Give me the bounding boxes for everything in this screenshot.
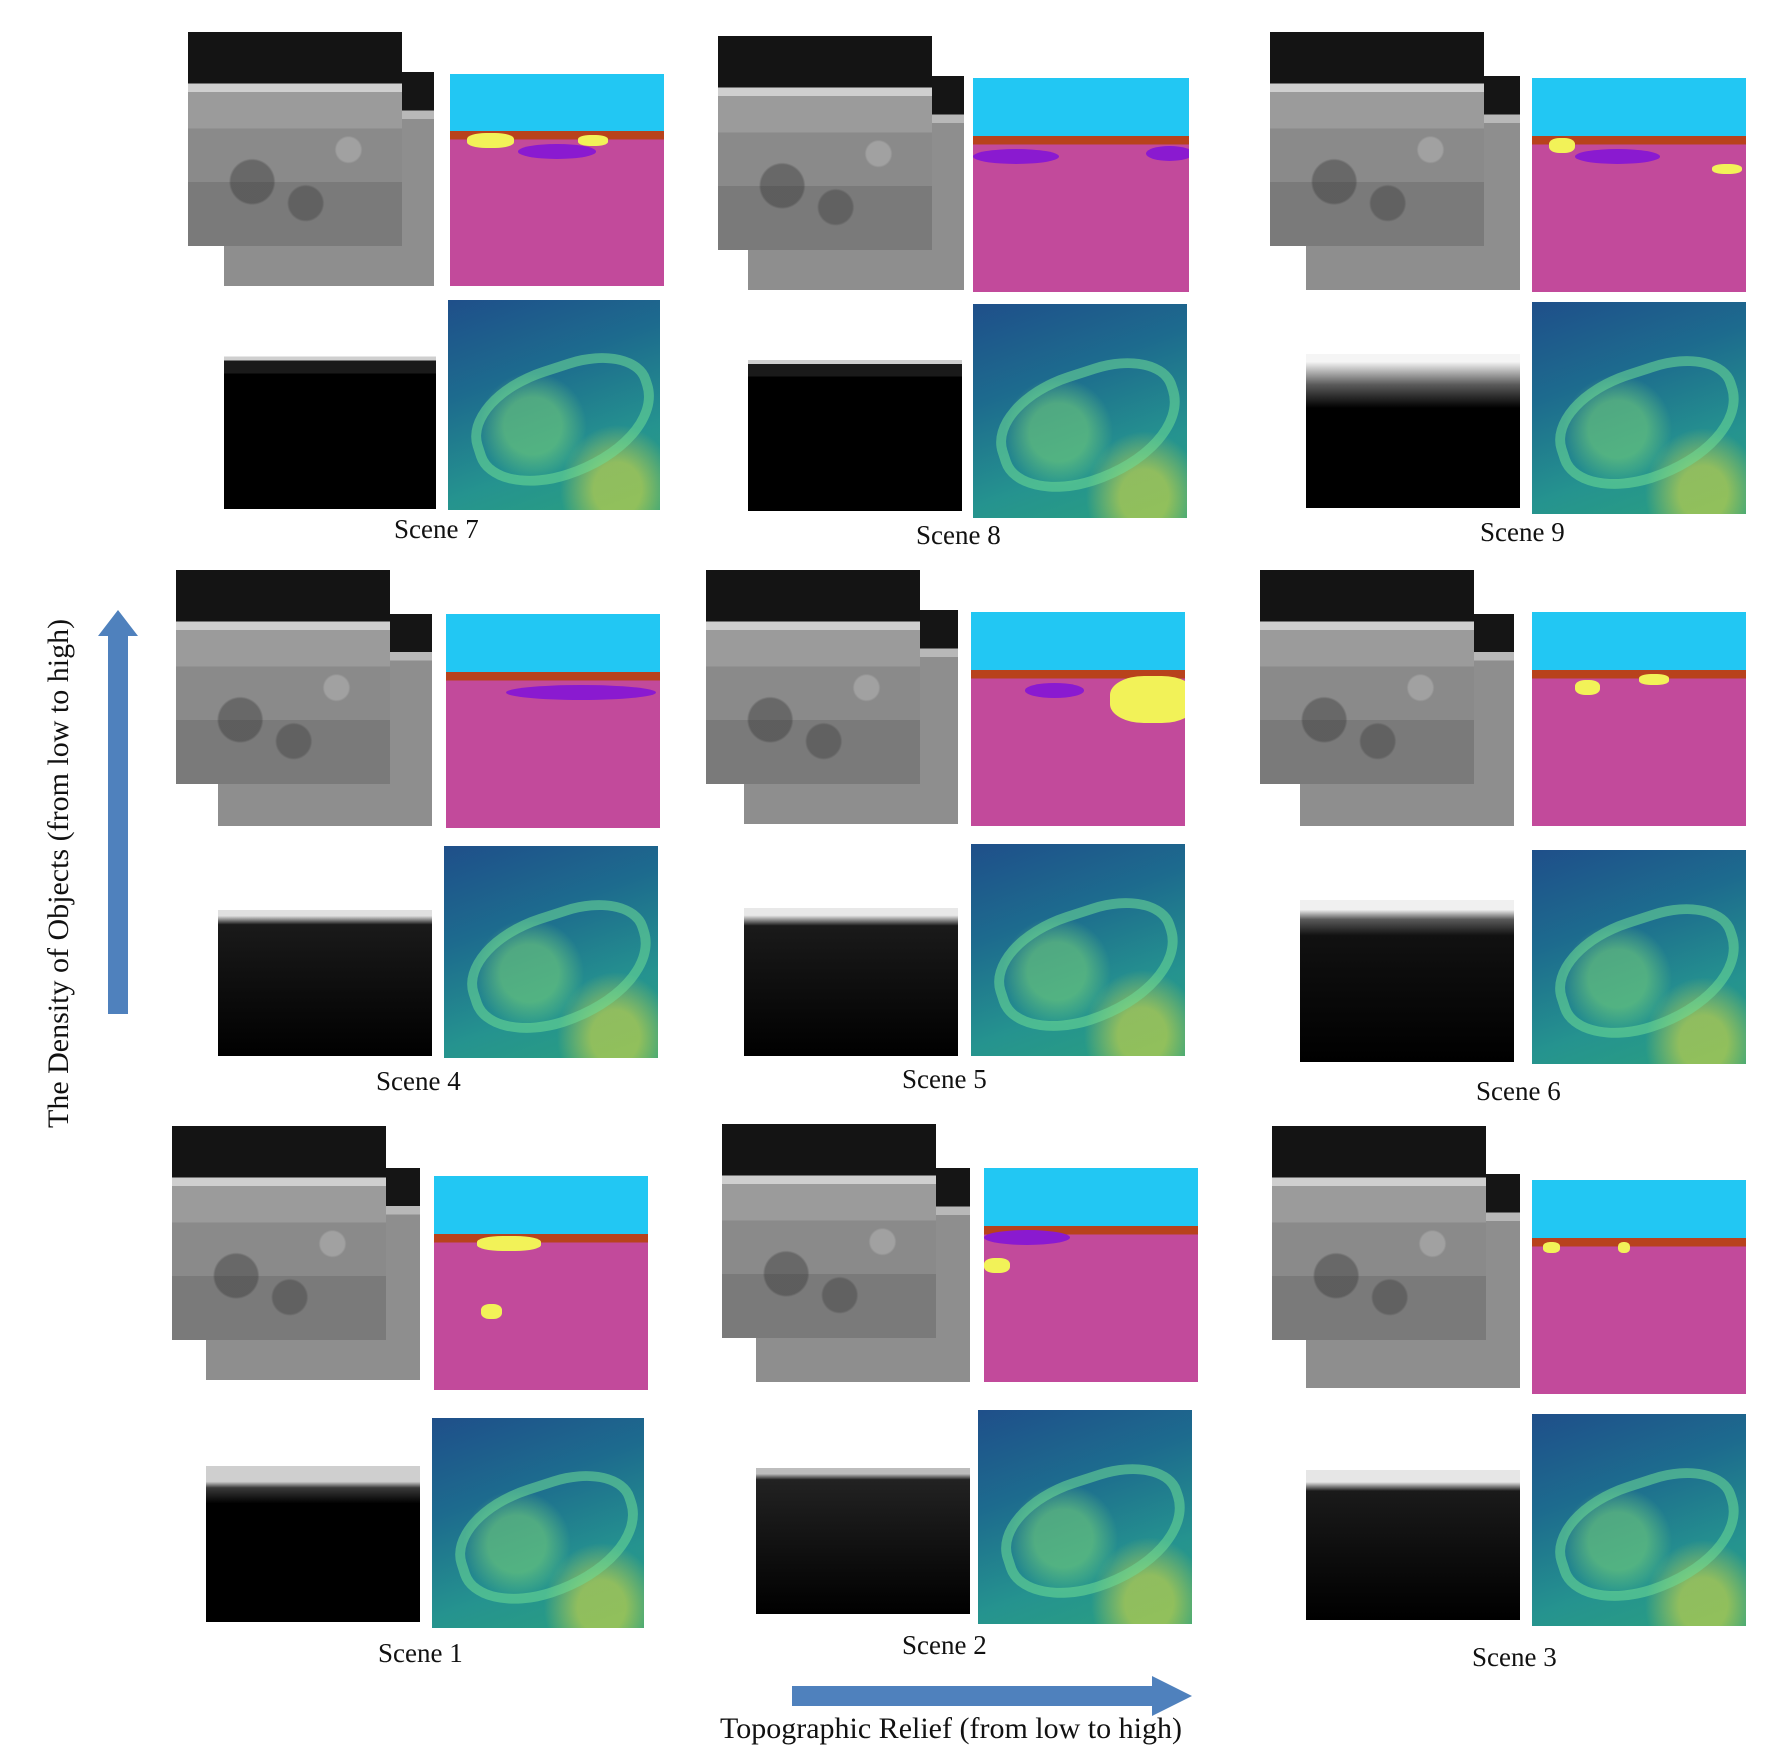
segmentation-map [450, 74, 664, 286]
point-cloud [1532, 850, 1746, 1064]
point-cloud [978, 1410, 1192, 1624]
segmentation-map [1532, 1180, 1746, 1394]
x-axis-label: Topographic Relief (from low to high) [720, 1712, 1182, 1745]
scene-label: Scene 7 [394, 514, 479, 544]
rgb-image-front [706, 570, 920, 784]
rgb-image-front [1272, 1126, 1486, 1340]
depth-map [1300, 900, 1514, 1062]
scene-3: Scene 3 [1272, 1126, 1746, 1672]
segmentation-map [1532, 612, 1746, 826]
rgb-image-front [1270, 32, 1484, 246]
scene-label: Scene 6 [1476, 1076, 1561, 1106]
depth-map [744, 908, 958, 1056]
y-axis-label: The Density of Objects (from low to high… [42, 618, 75, 1128]
scene-label: Scene 5 [902, 1064, 987, 1094]
depth-map [1306, 354, 1520, 508]
scene-label: Scene 9 [1480, 517, 1565, 547]
depth-map [218, 910, 432, 1056]
point-cloud [1532, 1414, 1746, 1626]
scene-label: Scene 3 [1472, 1642, 1557, 1672]
rgb-image-front [1260, 570, 1474, 784]
segmentation-map [984, 1168, 1198, 1382]
scene-8: Scene 8 [718, 36, 1189, 550]
scene-4: Scene 4 [176, 570, 660, 1096]
depth-map [224, 297, 436, 509]
depth-map [1306, 1470, 1520, 1620]
scene-2: Scene 2 [722, 1124, 1198, 1660]
segmentation-map [434, 1176, 648, 1390]
scene-6: Scene 6 [1260, 570, 1746, 1106]
rgb-image-front [188, 32, 402, 246]
segmentation-map [973, 78, 1189, 292]
point-cloud [973, 304, 1187, 518]
segmentation-map [971, 612, 1185, 826]
depth-map [756, 1468, 970, 1614]
scene-label: Scene 8 [916, 520, 1001, 550]
scene-9: Scene 9 [1270, 32, 1746, 547]
scene-label: Scene 1 [378, 1638, 463, 1668]
point-cloud [971, 844, 1185, 1056]
scene-5: Scene 5 [706, 570, 1185, 1094]
depth-map [206, 1466, 420, 1622]
point-cloud [432, 1418, 644, 1628]
rgb-image-front [718, 36, 932, 250]
segmentation-map [446, 614, 660, 828]
rgb-image-front [722, 1124, 936, 1338]
scene-7: Scene 7 [188, 32, 664, 544]
relief-arrow [792, 1676, 1192, 1716]
point-cloud [444, 846, 658, 1058]
depth-map [748, 301, 962, 511]
density-arrow [98, 610, 138, 1014]
scene-label: Scene 4 [376, 1066, 461, 1096]
segmentation-map [1532, 78, 1746, 292]
scene-1: Scene 1 [172, 1126, 648, 1668]
rgb-image-front [176, 570, 390, 784]
scene-label: Scene 2 [902, 1630, 987, 1660]
point-cloud [448, 300, 660, 510]
rgb-image-front [172, 1126, 386, 1340]
point-cloud [1532, 302, 1746, 514]
